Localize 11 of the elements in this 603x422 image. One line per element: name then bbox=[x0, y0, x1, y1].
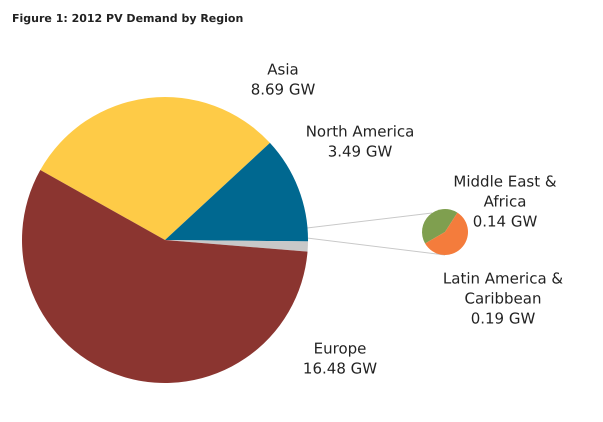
data-label: 0.19 GW bbox=[470, 309, 536, 328]
slice-label: Middle East & Africa bbox=[453, 172, 557, 210]
slice-label: Europe bbox=[314, 339, 366, 358]
data-label: 0.14 GW bbox=[472, 212, 538, 230]
slice-label: North America bbox=[306, 122, 414, 140]
data-label: 16.48 GW bbox=[302, 359, 378, 378]
slice-label: Latin America & Caribbean bbox=[442, 269, 564, 308]
data-label: 3.49 GW bbox=[328, 142, 392, 160]
chart-title: Figure 1: 2012 PV Demand by Region bbox=[12, 12, 244, 25]
data-label: 8.69 GW bbox=[250, 80, 316, 98]
slice-label: Asia bbox=[267, 60, 299, 78]
